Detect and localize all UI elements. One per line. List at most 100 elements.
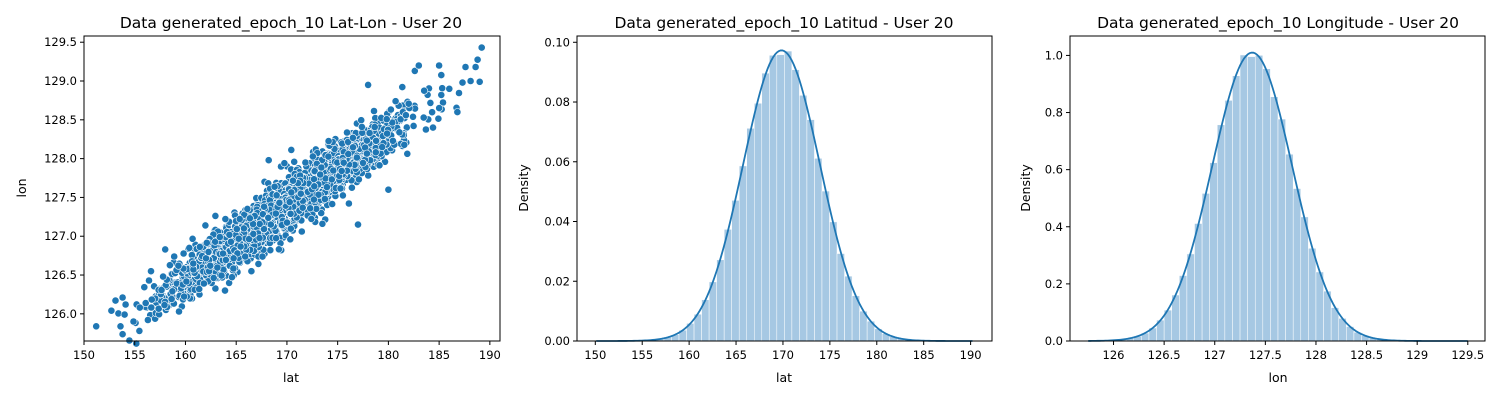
scatter-point xyxy=(384,130,391,137)
scatter-point xyxy=(325,138,332,145)
scatter-point xyxy=(459,79,466,86)
scatter-point xyxy=(337,185,344,192)
scatter-point xyxy=(226,231,233,238)
scatter-point xyxy=(235,235,242,242)
scatter-point xyxy=(297,190,304,197)
longitude-histogram-bar xyxy=(1225,100,1233,341)
latitude-histogram-bar xyxy=(769,55,777,341)
scatter-point xyxy=(272,210,279,217)
scatter-point xyxy=(203,239,210,246)
scatter-point xyxy=(371,124,378,131)
scatter-x-tick-label: 155 xyxy=(124,348,146,362)
scatter-point xyxy=(160,273,167,280)
scatter-point xyxy=(385,186,392,193)
longitude-histogram-bar xyxy=(1187,254,1195,341)
scatter-point xyxy=(158,287,165,294)
scatter-point xyxy=(141,284,148,291)
scatter-point xyxy=(328,176,335,183)
latitude-histogram-bar xyxy=(799,95,807,341)
scatter-point xyxy=(221,287,228,294)
scatter-x-tick-label: 170 xyxy=(276,348,298,362)
scatter-point xyxy=(230,265,237,272)
longitude-histogram-x-tick-label: 127 xyxy=(1204,348,1226,362)
scatter-point xyxy=(340,159,347,166)
latitude-histogram-bar xyxy=(747,128,755,341)
latitude-histogram-bar xyxy=(830,222,838,341)
scatter-point xyxy=(228,274,235,281)
scatter-point xyxy=(330,167,337,174)
scatter-point xyxy=(210,274,217,281)
scatter-point xyxy=(202,222,209,229)
scatter-point xyxy=(446,85,453,92)
scatter-point xyxy=(353,154,360,161)
scatter-point xyxy=(405,100,412,107)
longitude-histogram-y-tick-label: 0.4 xyxy=(1045,220,1063,234)
scatter-point xyxy=(455,89,462,96)
longitude-histogram-y-tick-label: 1.0 xyxy=(1045,48,1063,62)
scatter-title: Data generated_epoch_10 Lat-Lon - User 2… xyxy=(120,14,462,33)
scatter-point xyxy=(112,297,119,304)
scatter-point xyxy=(467,77,474,84)
scatter-point xyxy=(161,302,168,309)
scatter-point xyxy=(267,221,274,228)
latitude-histogram-bar xyxy=(837,254,845,341)
scatter-point xyxy=(399,84,406,91)
scatter-point xyxy=(387,106,394,113)
latitude-histogram-bar xyxy=(807,120,815,341)
longitude-histogram-bar xyxy=(1286,154,1294,341)
scatter-point xyxy=(318,164,325,171)
scatter-point xyxy=(338,167,345,174)
scatter-point xyxy=(299,204,306,211)
longitude-histogram-bar xyxy=(1308,248,1316,341)
longitude-histogram-y-tick-label: 0.8 xyxy=(1045,106,1063,120)
scatter-point xyxy=(288,146,295,153)
scatter-point xyxy=(365,81,372,88)
scatter-point xyxy=(267,247,274,254)
scatter-y-axis-label: lon xyxy=(14,178,29,197)
scatter-point xyxy=(222,216,229,223)
scatter-point xyxy=(230,255,237,262)
scatter-point xyxy=(439,85,446,92)
latitude-histogram-x-tick-label: 160 xyxy=(678,348,700,362)
scatter-point xyxy=(283,219,290,226)
longitude-histogram-x-axis-label: lon xyxy=(1268,370,1287,385)
longitude-histogram-bar xyxy=(1195,224,1203,341)
latitude-histogram-bar xyxy=(724,229,732,341)
scatter-point xyxy=(429,124,436,131)
scatter-y-tick-label: 129.5 xyxy=(44,35,77,49)
latitude-histogram-x-tick-label: 180 xyxy=(866,348,888,362)
scatter-point xyxy=(476,78,483,85)
scatter-point xyxy=(214,264,221,271)
longitude-histogram-x-tick-label: 128.5 xyxy=(1350,348,1383,362)
scatter-point xyxy=(171,253,178,260)
longitude-histogram-bar xyxy=(1263,69,1271,341)
scatter-point xyxy=(162,246,169,253)
scatter-point xyxy=(265,214,272,221)
scatter-point xyxy=(410,122,417,129)
scatter-point xyxy=(396,129,403,136)
scatter-y-tick-label: 127.0 xyxy=(44,229,77,243)
scatter-point xyxy=(321,195,328,202)
scatter-point xyxy=(427,99,434,106)
scatter-point xyxy=(148,304,155,311)
scatter-point xyxy=(379,144,386,151)
scatter-point xyxy=(358,123,365,130)
scatter-point xyxy=(168,296,175,303)
scatter-point xyxy=(148,296,155,303)
scatter-point xyxy=(307,205,314,212)
longitude-histogram-y-tick-label: 0.0 xyxy=(1045,334,1063,348)
scatter-point xyxy=(119,331,126,338)
longitude-histogram-x-tick-label: 129 xyxy=(1406,348,1428,362)
scatter-point xyxy=(401,141,408,148)
scatter-point xyxy=(265,157,272,164)
latitude-histogram-bar xyxy=(777,55,785,341)
scatter-point xyxy=(216,233,223,240)
scatter-point xyxy=(376,162,383,169)
scatter-point xyxy=(218,272,225,279)
longitude-histogram-title: Data generated_epoch_10 Longitude - User… xyxy=(1097,14,1459,33)
latitude-histogram-bar xyxy=(754,103,762,341)
scatter-point xyxy=(363,150,370,157)
scatter-point xyxy=(240,225,247,232)
scatter-point xyxy=(372,149,379,156)
scatter-point xyxy=(108,307,115,314)
